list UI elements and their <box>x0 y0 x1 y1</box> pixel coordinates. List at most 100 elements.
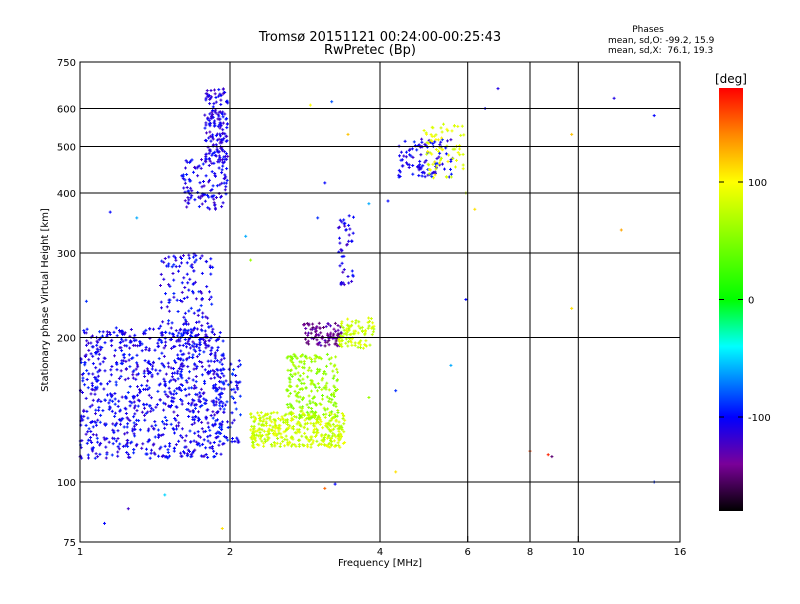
data-point <box>330 362 332 366</box>
data-point <box>173 410 175 414</box>
data-point <box>110 339 112 343</box>
data-point <box>399 170 401 174</box>
y-tick-label: 200 <box>57 334 76 345</box>
data-point <box>217 410 219 413</box>
data-point <box>426 132 427 136</box>
data-point <box>308 366 310 370</box>
data-point <box>317 389 318 393</box>
data-point <box>337 333 339 337</box>
data-point <box>222 158 224 162</box>
data-point <box>186 205 188 209</box>
x-tick-label: 8 <box>527 547 533 558</box>
data-point <box>91 441 93 444</box>
data-point <box>454 147 456 151</box>
data-point <box>219 380 220 384</box>
data-point <box>223 387 225 391</box>
data-point <box>167 264 169 268</box>
data-point <box>199 349 201 352</box>
data-point <box>157 389 159 393</box>
data-point <box>226 134 228 138</box>
data-point <box>80 416 82 420</box>
data-point <box>220 391 222 395</box>
data-point <box>325 325 327 329</box>
data-point <box>265 421 267 425</box>
data-point <box>111 453 113 457</box>
data-point <box>127 452 129 456</box>
data-point <box>336 367 338 371</box>
data-point <box>147 387 149 391</box>
data-point <box>439 143 441 147</box>
data-point <box>259 419 261 423</box>
data-point <box>403 154 405 158</box>
data-point <box>179 372 181 376</box>
data-point <box>85 299 87 303</box>
data-point <box>328 339 330 343</box>
data-point <box>213 102 215 106</box>
data-point <box>341 320 343 324</box>
data-point <box>198 410 199 414</box>
data-point <box>215 111 217 115</box>
data-point <box>268 430 270 434</box>
data-point <box>197 416 199 420</box>
data-point <box>311 379 313 383</box>
data-point <box>290 419 292 422</box>
data-point <box>205 92 207 96</box>
data-point <box>163 365 165 369</box>
data-point <box>439 163 441 167</box>
data-point <box>196 166 198 170</box>
data-point <box>199 338 201 341</box>
data-point <box>221 148 223 151</box>
data-point <box>127 455 129 459</box>
data-point <box>190 264 192 268</box>
data-point <box>197 174 199 178</box>
data-point <box>261 423 263 427</box>
data-point <box>239 380 241 384</box>
data-point <box>147 361 149 365</box>
data-point <box>158 383 160 387</box>
data-point <box>194 403 196 407</box>
data-point <box>219 156 221 160</box>
data-point <box>344 224 346 228</box>
data-point <box>315 435 316 438</box>
data-point <box>221 168 223 172</box>
data-point <box>201 298 203 302</box>
data-point <box>196 327 198 331</box>
data-point <box>300 360 302 364</box>
data-point <box>339 264 341 268</box>
data-point <box>313 422 315 426</box>
data-point <box>221 423 223 427</box>
data-point <box>178 269 179 273</box>
data-point <box>419 166 420 170</box>
data-point <box>213 403 215 407</box>
data-point <box>201 365 203 369</box>
data-point <box>339 325 341 329</box>
data-point <box>341 427 343 431</box>
data-point <box>259 431 261 435</box>
data-point <box>329 333 331 337</box>
data-point <box>323 438 325 442</box>
data-point <box>183 254 184 258</box>
data-point <box>183 328 185 332</box>
data-point <box>100 382 102 386</box>
data-point <box>112 422 114 426</box>
data-point <box>313 428 315 431</box>
data-point <box>214 150 216 154</box>
data-point <box>219 123 221 127</box>
data-point <box>450 158 452 161</box>
data-point <box>122 339 124 343</box>
data-point <box>345 329 347 333</box>
data-point <box>204 193 206 197</box>
data-point <box>335 404 337 408</box>
data-point <box>121 329 122 333</box>
data-point <box>292 363 294 367</box>
data-point <box>434 173 436 177</box>
data-point <box>334 401 336 405</box>
data-point <box>111 393 113 397</box>
data-point <box>319 417 321 421</box>
data-point <box>222 404 223 408</box>
data-point <box>292 425 294 428</box>
data-point <box>157 345 159 349</box>
data-point <box>435 133 437 137</box>
data-point <box>207 94 209 98</box>
data-point <box>474 207 476 211</box>
